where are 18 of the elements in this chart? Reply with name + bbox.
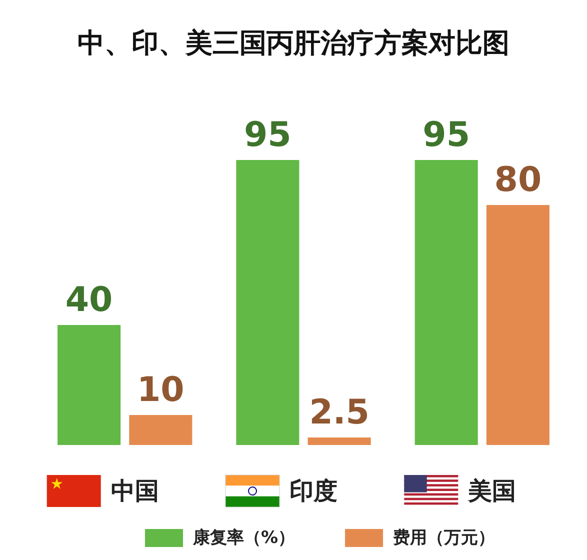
data-label: 80 xyxy=(494,160,542,200)
bar xyxy=(129,415,192,445)
x-tick-label: 美国 xyxy=(467,477,516,505)
x-tick-label: 中国 xyxy=(110,477,159,505)
bar xyxy=(308,438,371,445)
data-label: 95 xyxy=(422,115,470,155)
legend-label: 费用（万元） xyxy=(392,528,495,548)
data-label: 40 xyxy=(65,280,113,320)
data-label: 95 xyxy=(244,115,292,155)
x-tick-label: 印度 xyxy=(290,477,338,505)
bar xyxy=(236,160,300,445)
bar xyxy=(486,205,550,445)
bar xyxy=(414,160,478,445)
legend-label: 康复率（%） xyxy=(192,528,296,548)
data-label: 2.5 xyxy=(309,392,370,432)
chart-title: 中、印、美三国丙肝治疗方案对比图 xyxy=(78,28,510,59)
bar xyxy=(58,325,121,445)
data-label: 10 xyxy=(137,370,184,410)
